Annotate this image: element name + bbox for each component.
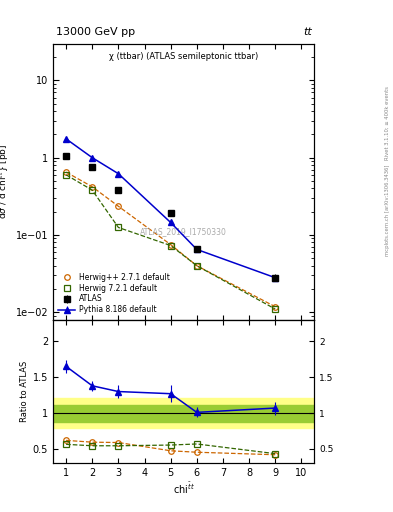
Text: tt: tt [303, 27, 312, 37]
Herwig++ 2.7.1 default [168, 242, 173, 248]
Bar [53, 398, 314, 428]
Line: Herwig 7.2.1 default: Herwig 7.2.1 default [63, 172, 278, 312]
Herwig 7.2.1 default [168, 243, 173, 249]
Legend: Herwig++ 2.7.1 default, Herwig 7.2.1 default, ATLAS, Pythia 8.186 default: Herwig++ 2.7.1 default, Herwig 7.2.1 def… [57, 271, 171, 316]
Herwig 7.2.1 default [195, 263, 199, 269]
Herwig 7.2.1 default [116, 224, 121, 230]
Herwig 7.2.1 default [90, 187, 95, 193]
Text: mcplots.cern.ch [arXiv:1306.3436]: mcplots.cern.ch [arXiv:1306.3436] [385, 164, 389, 255]
Y-axis label: d$\sigma$ / d chi$^{\bar{t}t}$} [pb]: d$\sigma$ / d chi$^{\bar{t}t}$} [pb] [0, 144, 11, 219]
Y-axis label: Ratio to ATLAS: Ratio to ATLAS [20, 361, 29, 422]
Text: 13000 GeV pp: 13000 GeV pp [56, 27, 135, 37]
Line: Herwig++ 2.7.1 default: Herwig++ 2.7.1 default [63, 169, 278, 309]
Bar [53, 405, 314, 422]
X-axis label: chi$^{\bar{t}t}$: chi$^{\bar{t}t}$ [173, 481, 195, 496]
Text: Rivet 3.1.10; ≥ 400k events: Rivet 3.1.10; ≥ 400k events [385, 86, 389, 160]
Text: χ (ttbar) (ATLAS semileptonic ttbar): χ (ttbar) (ATLAS semileptonic ttbar) [109, 52, 258, 61]
Herwig++ 2.7.1 default [273, 304, 277, 310]
Herwig 7.2.1 default [64, 172, 68, 178]
Herwig++ 2.7.1 default [90, 184, 95, 190]
Herwig++ 2.7.1 default [64, 169, 68, 175]
Herwig++ 2.7.1 default [116, 203, 121, 209]
Herwig++ 2.7.1 default [195, 263, 199, 269]
Herwig 7.2.1 default [273, 306, 277, 312]
Text: ATLAS_2019_I1750330: ATLAS_2019_I1750330 [140, 227, 227, 236]
